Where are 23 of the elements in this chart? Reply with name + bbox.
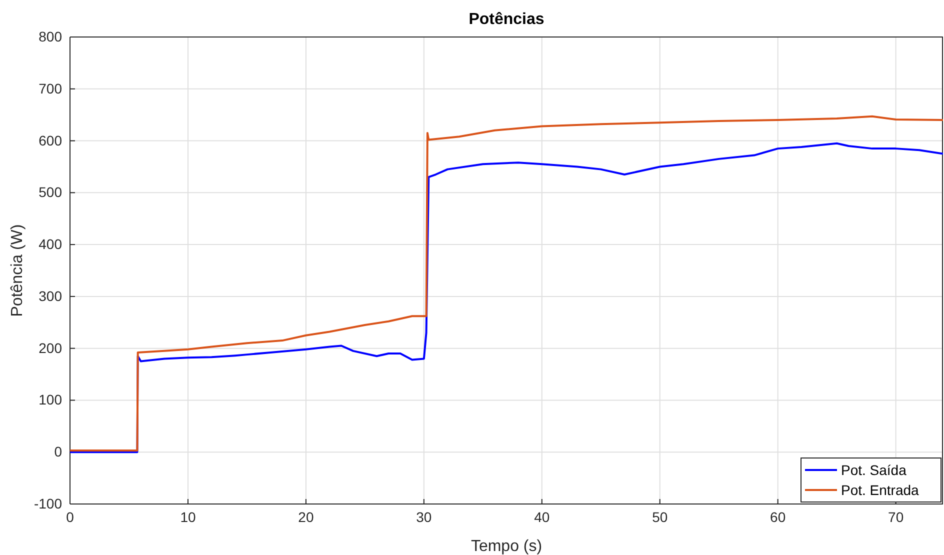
y-tick-label: 0: [54, 444, 62, 460]
x-tick-label: 50: [652, 508, 668, 525]
y-tick-label: 400: [38, 236, 62, 252]
legend-label: Pot. Entrada: [841, 482, 920, 498]
y-tick-label: 800: [38, 28, 62, 44]
y-tick-label: 700: [38, 80, 62, 96]
legend-label: Pot. Saída: [841, 462, 907, 478]
x-tick-label: 60: [770, 508, 786, 525]
x-tick-label: 40: [534, 508, 550, 525]
y-tick-label: 100: [38, 392, 62, 408]
x-axis-title: Tempo (s): [470, 538, 542, 555]
y-tick-label: 200: [38, 340, 62, 356]
y-tick-label: 500: [38, 184, 62, 200]
x-tick-label: 0: [66, 508, 74, 525]
y-tick-label: 300: [38, 288, 62, 304]
y-tick-label: 600: [38, 132, 62, 148]
y-tick-label: -100: [34, 495, 62, 512]
chart-title: Potências: [468, 11, 544, 28]
x-tick-label: 20: [298, 508, 314, 525]
x-tick-label: 10: [180, 508, 196, 525]
x-tick-label: 70: [888, 508, 904, 525]
y-axis-title: Potência (W): [9, 224, 26, 317]
x-tick-label: 30: [416, 508, 432, 525]
